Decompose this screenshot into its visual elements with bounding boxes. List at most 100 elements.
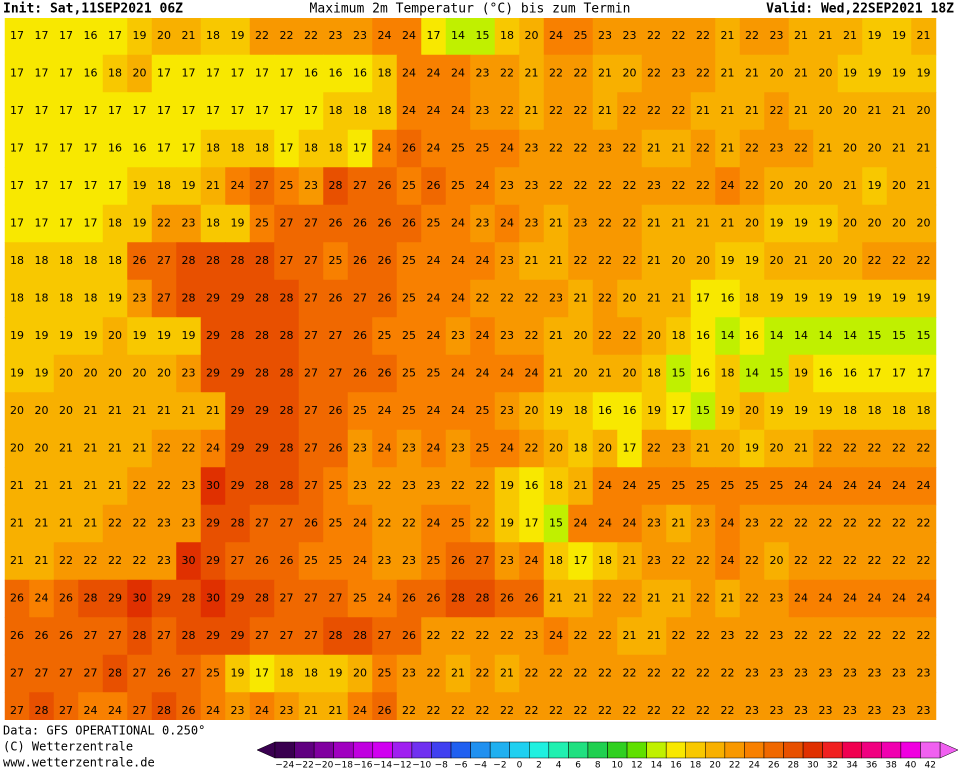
temperature-value: 18 [549, 479, 563, 492]
temperature-value: 24 [427, 404, 441, 417]
colorbar-swatch [470, 741, 491, 759]
temperature-cell [127, 54, 153, 93]
temperature-value: 28 [231, 254, 245, 267]
temperature-cell [470, 54, 496, 93]
temperature-value: 18 [917, 404, 931, 417]
temperature-cell [396, 392, 422, 431]
temperature-cell [788, 317, 814, 356]
temperature-cell [739, 92, 765, 131]
temperature-value: 22 [745, 179, 759, 192]
temperature-cell [200, 92, 226, 131]
colorbar-swatch [665, 741, 686, 759]
temperature-value: 23 [451, 442, 465, 455]
temperature-cell [176, 654, 202, 693]
temperature-cell [298, 504, 324, 543]
temperature-cell [543, 129, 569, 168]
temperature-cell [886, 54, 912, 93]
temperature-value: 19 [868, 292, 882, 305]
temperature-cell [788, 654, 814, 693]
temperature-cell [225, 354, 251, 393]
temperature-value: 23 [500, 554, 514, 567]
temperature-cell [225, 579, 251, 618]
temperature-cell [298, 542, 324, 581]
temperature-value: 25 [476, 442, 490, 455]
colorbar-label: 0 [517, 761, 523, 771]
temperature-value: 24 [794, 479, 808, 492]
temperature-value: 23 [843, 667, 857, 680]
temperature-cell [592, 279, 618, 318]
temperature-value: 22 [574, 629, 588, 642]
temperature-value: 24 [819, 592, 833, 605]
temperature-value: 22 [721, 667, 735, 680]
temperature-value: 20 [770, 554, 784, 567]
temperature-cell [886, 204, 912, 243]
temperature-cell [102, 242, 128, 281]
temperature-value: 24 [794, 592, 808, 605]
temperature-cell [298, 129, 324, 168]
temperature-value: 24 [598, 479, 612, 492]
temperature-cell [421, 654, 447, 693]
temperature-cell [372, 617, 398, 656]
temperature-cell [176, 167, 202, 206]
temperature-value: 25 [402, 292, 416, 305]
temperature-value: 22 [598, 217, 612, 230]
temperature-value: 23 [304, 179, 318, 192]
temperature-cell [837, 467, 863, 506]
temperature-cell [298, 279, 324, 318]
temperature-cell [886, 467, 912, 506]
temperature-value: 24 [402, 29, 416, 42]
temperature-cell [862, 279, 888, 318]
temperature-value: 17 [84, 104, 98, 117]
temperature-value: 17 [10, 217, 24, 230]
temperature-cell [78, 242, 104, 281]
temperature-value: 28 [255, 292, 269, 305]
temperature-value: 22 [672, 629, 686, 642]
temperature-cell [347, 467, 373, 506]
temperature-value: 21 [182, 29, 196, 42]
temperature-value: 19 [745, 442, 759, 455]
temperature-value: 21 [525, 254, 539, 267]
temperature-cell [641, 317, 667, 356]
temperature-value: 26 [500, 592, 514, 605]
temperature-cell [568, 467, 594, 506]
temperature-cell [764, 617, 790, 656]
temperature-value: 22 [525, 667, 539, 680]
temperature-value: 26 [427, 179, 441, 192]
temperature-cell [568, 317, 594, 356]
temperature-value: 20 [525, 404, 539, 417]
temperature-cell [347, 242, 373, 281]
temperature-value: 23 [402, 667, 416, 680]
temperature-value: 20 [108, 367, 122, 380]
colorbar-label: 36 [866, 761, 878, 771]
temperature-value: 25 [329, 554, 343, 567]
temperature-value: 21 [598, 367, 612, 380]
temperature-value: 22 [476, 517, 490, 530]
temperature-value: 19 [10, 367, 24, 380]
temperature-value: 26 [157, 667, 171, 680]
temperature-cell [862, 579, 888, 618]
temperature-cell [225, 392, 251, 431]
temperature-value: 23 [280, 704, 294, 717]
temperature-cell [372, 17, 398, 56]
temperature-value: 22 [696, 67, 710, 80]
temperature-value: 22 [525, 704, 539, 717]
temperature-cell [470, 317, 496, 356]
colorbar-label: 10 [612, 761, 624, 771]
temperature-cell [151, 654, 177, 693]
temperature-value: 16 [696, 329, 710, 342]
temperature-cell [347, 129, 373, 168]
temperature-value: 28 [255, 592, 269, 605]
temperature-value: 19 [794, 367, 808, 380]
temperature-value: 15 [696, 404, 710, 417]
colorbar-label: 28 [788, 761, 800, 771]
temperature-cell [29, 317, 55, 356]
temperature-cell [4, 242, 30, 281]
temperature-cell [102, 129, 128, 168]
temperature-cell [690, 467, 716, 506]
temperature-cell [690, 617, 716, 656]
temperature-value: 28 [280, 292, 294, 305]
temperature-cell [739, 242, 765, 281]
temperature-value: 19 [182, 179, 196, 192]
temperature-value: 21 [696, 104, 710, 117]
colorbar-swatch [607, 741, 628, 759]
